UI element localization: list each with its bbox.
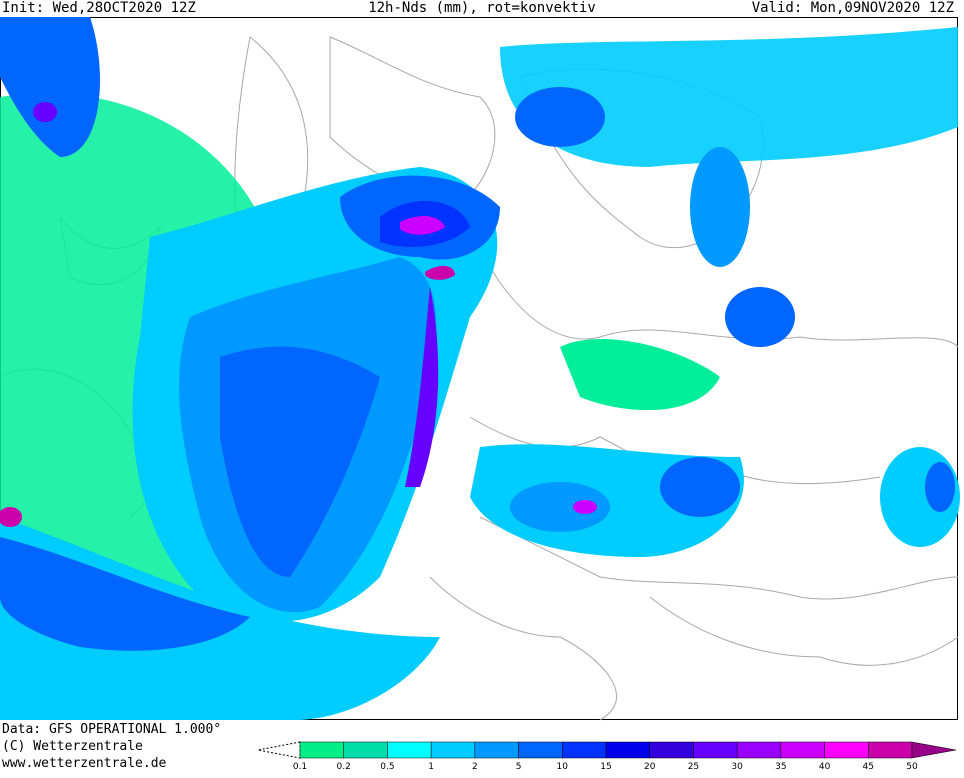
legend-box [474,741,519,759]
legend-label: 1 [428,762,434,772]
legend-label: 35 [775,762,786,772]
legend-label: 45 [863,762,874,772]
legend-label: 0.1 [293,762,307,772]
precipitation-map [0,17,960,721]
legend-label: 10 [557,762,569,772]
legend-box [343,741,388,759]
website: www.wetterzentrale.de [2,756,167,771]
legend-label: 25 [688,762,699,772]
legend-box [868,741,913,759]
legend-label: 20 [644,762,656,772]
valid-time: Valid: Mon,09NOV2020 12Z [751,0,954,16]
data-source: Data: GFS OPERATIONAL 1.000° [2,722,222,737]
precipitation-areas [0,17,960,720]
legend-box [824,741,869,759]
legend-label: 5 [516,762,522,772]
legend-box [387,741,432,759]
legend-label: 40 [819,762,831,772]
legend-label: 2 [472,762,478,772]
legend-label: 0.2 [337,762,351,772]
legend-box [518,741,563,759]
legend-label: 50 [906,762,918,772]
legend-box [299,741,344,759]
color-legend: 0.1 0.2 0.5 1 2 5 10 15 20 25 30 35 40 45 50 [258,741,957,772]
legend-box [562,741,607,759]
legend-box [430,741,476,759]
legend-label: 30 [731,762,743,772]
below-range-arrow [258,741,301,759]
legend-box [605,741,650,759]
legend-label: 15 [600,762,611,772]
map-title: 12h-Nds (mm), rot=konvektiv [368,0,596,16]
legend-box [693,741,738,759]
init-time: Init: Wed,28OCT2020 12Z [2,0,196,16]
above-range-arrow [911,741,957,759]
legend-box [736,741,782,759]
copyright: (C) Wetterzentrale [2,739,143,754]
legend-label: 0.5 [380,762,394,772]
legend-box [780,741,825,759]
legend-box [649,741,694,759]
